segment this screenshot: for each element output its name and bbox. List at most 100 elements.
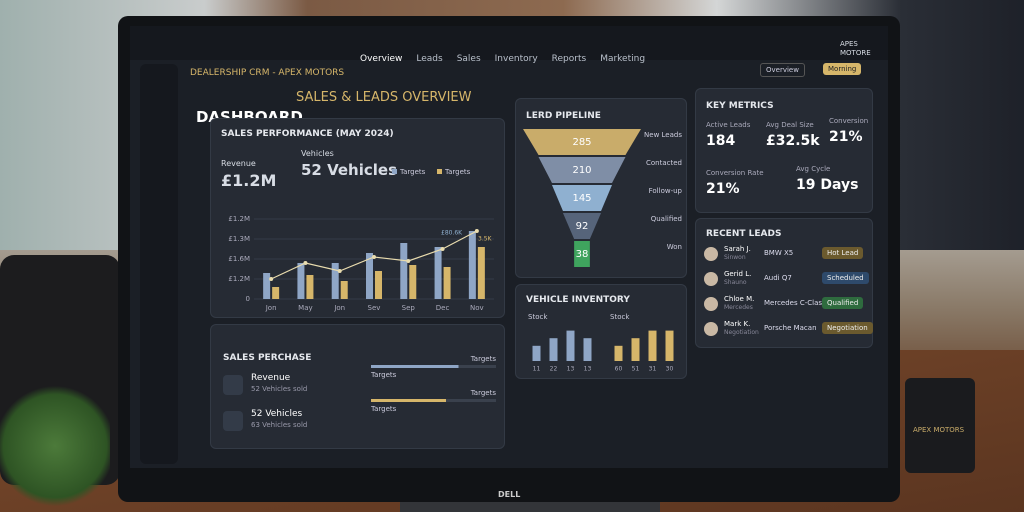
lead-name: Gerid L. xyxy=(724,270,752,278)
panel-title: KEY METRICS xyxy=(706,101,774,111)
bar xyxy=(272,287,280,299)
nav-item[interactable]: Reports xyxy=(551,54,587,64)
x-tick-label: Dec xyxy=(436,304,450,312)
sales-performance-panel: SALES PERFORMANCE (MAY 2024) Revenue £1.… xyxy=(210,118,505,318)
annotation: 3.5K xyxy=(478,236,493,243)
x-tick-label: 60 xyxy=(615,366,623,373)
funnel-label: Qualified xyxy=(651,215,682,223)
panel-title: SALES PERFORMANCE (MAY 2024) xyxy=(221,129,394,139)
sales-chart: 0 £1.2M £1.6M £1.3M £1.2M Jon May Jon Sev Sep Dec N… xyxy=(228,168,494,312)
lead-name: Chloe M. xyxy=(724,295,755,303)
bar xyxy=(306,275,314,299)
dashboard-screen: DEALERSHIP CRM - APEX MOTORS Overview Lea… xyxy=(130,26,888,468)
x-tick-label: 31 xyxy=(649,366,657,373)
metric-label: Conversion xyxy=(829,117,869,125)
nav-item[interactable]: Sales xyxy=(456,54,481,64)
trend-point xyxy=(440,247,445,251)
control-button[interactable]: Overview xyxy=(760,63,805,77)
legend-swatch xyxy=(437,169,442,174)
lead-name: Mark K. xyxy=(724,320,751,328)
trend-point xyxy=(337,269,342,273)
panel-title: RECENT LEADS xyxy=(706,229,782,239)
vehicle-inventory-panel: VEHICLE INVENTORY Stock 11 22 13 13 Stock 60 51… xyxy=(515,284,687,379)
lead-pipeline-panel: LERD PIPELINE 285 New Leads 210 Contacted 14… xyxy=(515,98,687,278)
x-tick-label: 11 xyxy=(533,366,541,373)
app-brand: DEALERSHIP CRM - APEX MOTORS xyxy=(190,68,345,78)
avatar xyxy=(704,247,718,261)
plant xyxy=(0,380,110,512)
chart-label: Stock xyxy=(528,313,548,321)
y-tick-label: £1.3M xyxy=(228,235,250,243)
avatar xyxy=(704,272,718,286)
nav-item[interactable]: Overview xyxy=(360,54,403,64)
monitor-brand: DELL xyxy=(498,490,521,499)
bar xyxy=(400,243,408,299)
bar xyxy=(331,263,339,299)
x-tick-label: 13 xyxy=(584,366,592,373)
x-tick-label: Jon xyxy=(265,304,277,312)
nav: Overview Leads Sales Inventory Reports Market… xyxy=(360,46,659,65)
funnel-stage xyxy=(562,213,602,239)
sidebar xyxy=(140,64,178,464)
funnel-label: Contacted xyxy=(646,159,682,167)
dashboard-subtitle: SALES & LEADS OVERVIEW xyxy=(296,90,472,105)
metric-value: 21% xyxy=(829,129,863,145)
x-tick-label: May xyxy=(298,304,312,312)
funnel-value: 210 xyxy=(572,165,591,176)
funnel-label: New Leads xyxy=(644,131,682,139)
metric-label: Conversion Rate xyxy=(706,169,764,177)
metric-label: Avg Cycle xyxy=(796,165,831,173)
metric-value: £32.5k xyxy=(766,133,820,149)
nav-item[interactable]: Marketing xyxy=(600,54,646,64)
target-label: Targets xyxy=(370,371,397,379)
user-name: APES xyxy=(840,40,858,48)
metric-value: 19 Days xyxy=(796,177,859,193)
funnel-value: 145 xyxy=(572,193,591,204)
y-tick-label: £1.2M xyxy=(228,215,250,223)
bar xyxy=(566,330,575,361)
funnel-value: 38 xyxy=(576,249,589,260)
target-bar xyxy=(371,365,459,368)
item-label: 52 Vehicles xyxy=(251,409,303,419)
target-label: Targets xyxy=(470,389,497,397)
kpi-label: Revenue xyxy=(221,159,256,168)
lead-status[interactable]: Qualified xyxy=(822,297,864,309)
lead-vehicle: Mercedes C-Class xyxy=(764,299,826,307)
lead-status[interactable]: Negotiation xyxy=(822,322,873,334)
bar xyxy=(665,330,674,361)
x-tick-label: 13 xyxy=(567,366,575,373)
bar xyxy=(477,247,485,299)
bar xyxy=(375,271,382,299)
panel-title: SALES PERCHASE xyxy=(223,353,312,363)
trend-point xyxy=(372,255,376,259)
lead-detail: Mercedes xyxy=(724,304,753,311)
inventory-charts: Stock 11 22 13 13 Stock 60 51 31 30 xyxy=(528,313,674,373)
lead-status[interactable]: Hot Lead xyxy=(822,247,864,259)
bar xyxy=(614,345,623,361)
target-label: Targets xyxy=(370,405,397,413)
x-tick-label: Jon xyxy=(333,304,345,312)
item-label: Revenue xyxy=(251,373,291,383)
y-tick-label: 0 xyxy=(246,295,250,303)
control-button[interactable]: Morning xyxy=(823,63,862,75)
lead-status[interactable]: Scheduled xyxy=(822,272,869,284)
nav-item[interactable]: Leads xyxy=(416,54,443,64)
nav-item[interactable]: Inventory xyxy=(494,54,538,64)
item-icon xyxy=(223,375,243,395)
mug-brand: APEX MOTORS xyxy=(913,426,965,434)
metric-label: Avg Deal Size xyxy=(766,121,814,129)
metric-value: 21% xyxy=(706,181,740,197)
bar xyxy=(648,330,657,361)
funnel-chart: 285 New Leads 210 Contacted 145 Follow-up 92 Qu… xyxy=(523,129,683,267)
user-org: MOTORE xyxy=(840,49,871,57)
item-detail: 52 Vehicles sold xyxy=(251,385,308,393)
lead-vehicle: BMW X5 xyxy=(764,249,794,257)
bar xyxy=(583,338,592,361)
funnel-stage xyxy=(551,185,613,211)
bar xyxy=(631,338,640,361)
target-label: Targets xyxy=(470,355,497,363)
funnel-value: 285 xyxy=(572,137,591,148)
trend-point xyxy=(303,261,308,265)
trend-point xyxy=(406,259,411,263)
